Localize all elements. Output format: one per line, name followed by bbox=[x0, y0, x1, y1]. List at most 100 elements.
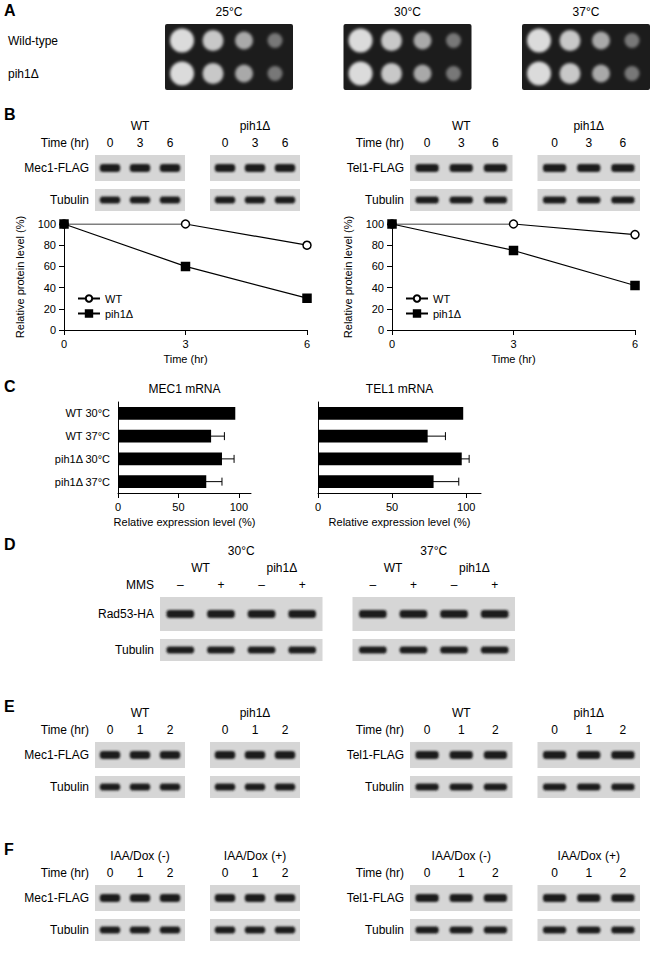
svg-text:6: 6 bbox=[492, 136, 499, 150]
svg-text:Wild-type: Wild-type bbox=[8, 34, 58, 48]
svg-text:0: 0 bbox=[551, 866, 558, 880]
svg-text:40: 40 bbox=[44, 282, 56, 294]
svg-text:WT: WT bbox=[433, 293, 450, 305]
svg-text:IAA/Dox (+): IAA/Dox (+) bbox=[558, 849, 620, 863]
svg-text:1: 1 bbox=[458, 866, 465, 880]
svg-text:1: 1 bbox=[252, 866, 259, 880]
svg-text:3: 3 bbox=[585, 136, 592, 150]
svg-text:1: 1 bbox=[585, 866, 592, 880]
svg-text:1: 1 bbox=[458, 723, 465, 737]
svg-text:Tel1-FLAG: Tel1-FLAG bbox=[347, 161, 404, 175]
svg-text:Relative expression level (%): Relative expression level (%) bbox=[329, 516, 471, 528]
svg-text:0: 0 bbox=[315, 501, 321, 513]
svg-text:2: 2 bbox=[620, 723, 627, 737]
svg-text:Relative protein level (%): Relative protein level (%) bbox=[342, 216, 354, 338]
svg-text:1: 1 bbox=[252, 723, 259, 737]
svg-text:100: 100 bbox=[230, 501, 248, 513]
svg-text:Tubulin: Tubulin bbox=[365, 193, 404, 207]
svg-text:Time (hr): Time (hr) bbox=[491, 353, 535, 365]
svg-text:3: 3 bbox=[510, 338, 516, 350]
svg-text:TEL1 mRNA: TEL1 mRNA bbox=[366, 382, 433, 396]
svg-text:Tubulin: Tubulin bbox=[50, 780, 89, 794]
svg-text:60: 60 bbox=[44, 260, 56, 272]
svg-text:WT: WT bbox=[131, 119, 150, 133]
svg-text:Time (hr): Time (hr) bbox=[41, 866, 89, 880]
svg-text:WT 37°C: WT 37°C bbox=[65, 430, 110, 442]
svg-text:50: 50 bbox=[172, 501, 184, 513]
svg-text:A: A bbox=[4, 2, 16, 19]
svg-text:WT 30°C: WT 30°C bbox=[65, 407, 110, 419]
svg-text:0: 0 bbox=[107, 136, 114, 150]
svg-text:Time (hr): Time (hr) bbox=[163, 353, 207, 365]
svg-text:WT: WT bbox=[105, 293, 122, 305]
svg-text:30°C: 30°C bbox=[394, 5, 421, 19]
svg-text:Time (hr): Time (hr) bbox=[356, 723, 404, 737]
svg-text:D: D bbox=[4, 536, 16, 553]
svg-text:pih1Δ: pih1Δ bbox=[105, 308, 134, 320]
svg-text:+: + bbox=[410, 578, 417, 592]
svg-text:3: 3 bbox=[458, 136, 465, 150]
svg-text:100: 100 bbox=[457, 501, 475, 513]
svg-text:–: – bbox=[369, 578, 376, 592]
svg-text:–: – bbox=[177, 578, 184, 592]
svg-text:pih1Δ 30°C: pih1Δ 30°C bbox=[55, 453, 110, 465]
svg-text:pih1Δ: pih1Δ bbox=[573, 706, 604, 720]
svg-text:100: 100 bbox=[366, 218, 384, 230]
svg-text:6: 6 bbox=[632, 338, 638, 350]
svg-text:6: 6 bbox=[620, 136, 627, 150]
svg-text:pih1Δ 37°C: pih1Δ 37°C bbox=[55, 476, 110, 488]
svg-text:F: F bbox=[4, 841, 14, 858]
svg-text:20: 20 bbox=[372, 303, 384, 315]
svg-text:WT: WT bbox=[452, 706, 471, 720]
svg-text:+: + bbox=[491, 578, 498, 592]
svg-text:Time (hr): Time (hr) bbox=[41, 723, 89, 737]
svg-text:60: 60 bbox=[372, 260, 384, 272]
svg-text:Mec1-FLAG: Mec1-FLAG bbox=[24, 891, 89, 905]
svg-text:Time (hr): Time (hr) bbox=[41, 136, 89, 150]
svg-text:20: 20 bbox=[44, 303, 56, 315]
svg-text:0: 0 bbox=[424, 866, 431, 880]
svg-text:WT: WT bbox=[384, 561, 403, 575]
svg-text:WT: WT bbox=[191, 561, 210, 575]
svg-text:C: C bbox=[4, 378, 16, 395]
svg-text:pih1Δ: pih1Δ bbox=[459, 561, 490, 575]
svg-text:2: 2 bbox=[620, 866, 627, 880]
svg-text:Relative expression level (%): Relative expression level (%) bbox=[114, 516, 256, 528]
svg-text:pih1Δ: pih1Δ bbox=[573, 119, 604, 133]
svg-text:Time (hr): Time (hr) bbox=[356, 866, 404, 880]
svg-text:Time (hr): Time (hr) bbox=[356, 136, 404, 150]
svg-text:80: 80 bbox=[44, 239, 56, 251]
svg-text:pih1Δ: pih1Δ bbox=[8, 67, 39, 81]
svg-text:50: 50 bbox=[386, 501, 398, 513]
svg-text:0: 0 bbox=[61, 338, 67, 350]
svg-text:0: 0 bbox=[107, 723, 114, 737]
svg-text:80: 80 bbox=[372, 239, 384, 251]
svg-text:3: 3 bbox=[137, 136, 144, 150]
svg-text:+: + bbox=[299, 578, 306, 592]
svg-text:0: 0 bbox=[424, 136, 431, 150]
svg-text:6: 6 bbox=[167, 136, 174, 150]
svg-text:0: 0 bbox=[378, 324, 384, 336]
svg-text:1: 1 bbox=[137, 866, 144, 880]
svg-text:0: 0 bbox=[222, 723, 229, 737]
svg-text:–: – bbox=[451, 578, 458, 592]
svg-text:40: 40 bbox=[372, 282, 384, 294]
svg-text:Tubulin: Tubulin bbox=[50, 193, 89, 207]
svg-text:0: 0 bbox=[107, 866, 114, 880]
svg-text:0: 0 bbox=[222, 136, 229, 150]
svg-text:3: 3 bbox=[182, 338, 188, 350]
svg-text:Mec1-FLAG: Mec1-FLAG bbox=[24, 748, 89, 762]
svg-text:25°C: 25°C bbox=[216, 5, 243, 19]
svg-text:0: 0 bbox=[551, 723, 558, 737]
svg-text:1: 1 bbox=[137, 723, 144, 737]
svg-text:0: 0 bbox=[389, 338, 395, 350]
svg-text:Tel1-FLAG: Tel1-FLAG bbox=[347, 891, 404, 905]
svg-text:0: 0 bbox=[222, 866, 229, 880]
svg-text:0: 0 bbox=[115, 501, 121, 513]
svg-text:Mec1-FLAG: Mec1-FLAG bbox=[24, 161, 89, 175]
svg-text:37°C: 37°C bbox=[420, 544, 447, 558]
svg-text:IAA/Dox (-): IAA/Dox (-) bbox=[110, 849, 169, 863]
svg-text:B: B bbox=[4, 106, 16, 123]
svg-text:2: 2 bbox=[492, 866, 499, 880]
svg-text:+: + bbox=[217, 578, 224, 592]
